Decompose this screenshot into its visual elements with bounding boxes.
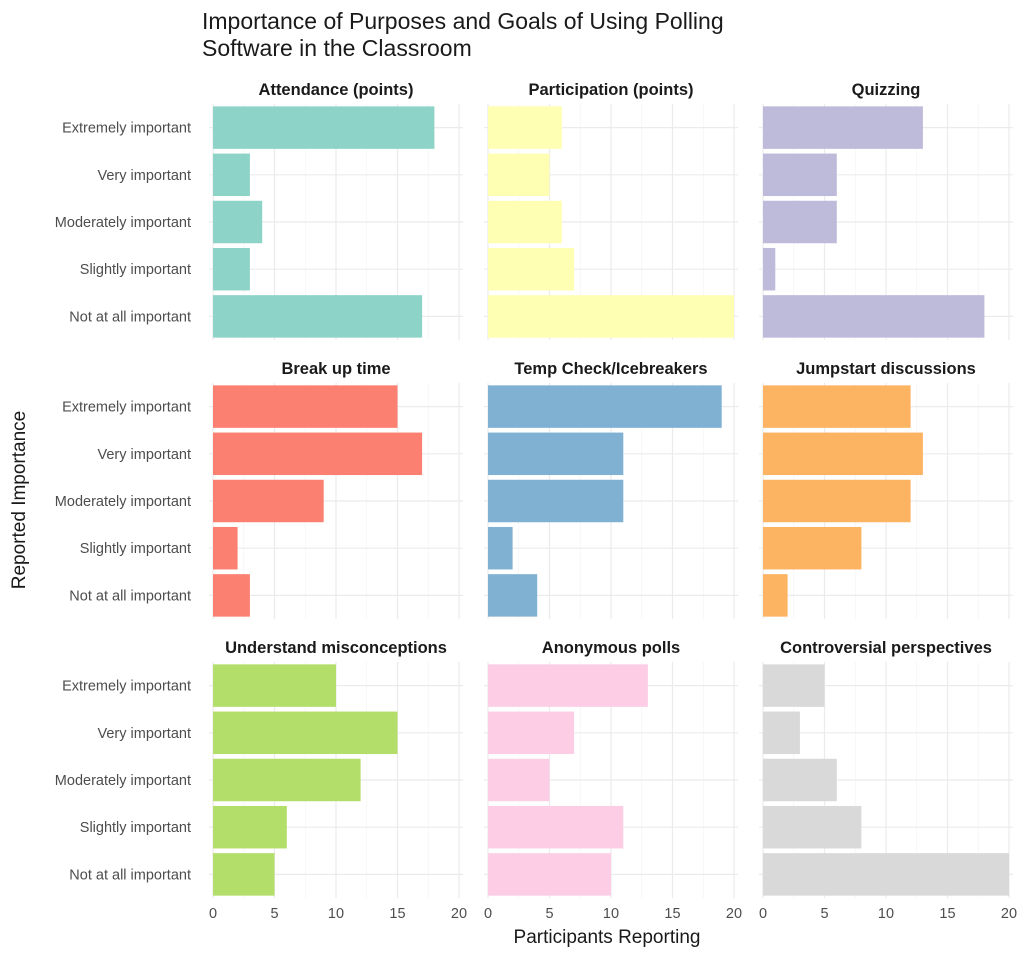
y-tick-label: Moderately important	[55, 494, 191, 510]
x-tick-label: 15	[389, 906, 405, 922]
chart-title-line-1: Importance of Purposes and Goals of Usin…	[202, 8, 724, 34]
y-tick-label: Very important	[98, 447, 192, 463]
bar-quizzing-not-at-all-important	[763, 295, 985, 338]
y-tick-label: Extremely important	[62, 121, 191, 137]
bar-understand-misconceptions-moderately-important	[213, 758, 361, 802]
chart-title-line-2: Software in the Classroom	[202, 35, 472, 61]
bar-quizzing-slightly-important	[763, 247, 776, 291]
y-tick-label: Moderately important	[55, 215, 191, 231]
x-tick-label: 10	[328, 906, 344, 922]
bar-participation-points-slightly-important	[488, 247, 575, 291]
x-tick-label: 20	[451, 906, 467, 922]
bar-understand-misconceptions-very-important	[213, 711, 398, 755]
bar-quizzing-moderately-important	[763, 200, 837, 244]
y-tick-label: Slightly important	[80, 541, 191, 557]
facet-title: Quizzing	[852, 81, 921, 99]
bar-attendance-points-extremely-important	[213, 106, 435, 149]
y-tick-label: Not at all important	[69, 867, 191, 883]
facet-title: Controversial perspectives	[780, 639, 992, 657]
bar-attendance-points-not-at-all-important	[213, 295, 423, 338]
facet-title: Attendance (points)	[259, 81, 414, 99]
bar-understand-misconceptions-not-at-all-important	[213, 853, 275, 896]
bar-participation-points-extremely-important	[488, 106, 562, 149]
x-tick-label: 5	[270, 906, 278, 922]
bar-controversial-perspectives-moderately-important	[763, 758, 837, 802]
y-tick-label: Slightly important	[80, 262, 191, 278]
bar-attendance-points-very-important	[213, 153, 250, 197]
chart-title: Importance of Purposes and Goals of Usin…	[202, 8, 902, 62]
bar-attendance-points-moderately-important	[213, 200, 263, 244]
bar-quizzing-extremely-important	[763, 106, 923, 149]
y-tick-label: Slightly important	[80, 820, 191, 836]
bar-jumpstart-discussions-moderately-important	[763, 479, 911, 523]
y-tick-label: Very important	[98, 726, 192, 742]
facet-anonymous-polls: Anonymous polls 0 5 10 15 20	[484, 639, 742, 922]
x-tick-label: 20	[726, 906, 742, 922]
x-axis-title: Participants Reporting	[514, 927, 701, 948]
y-tick-label: Extremely important	[62, 400, 191, 416]
bar-participation-points-moderately-important	[488, 200, 562, 244]
bar-break-up-time-not-at-all-important	[213, 574, 250, 617]
bar-anonymous-polls-moderately-important	[488, 758, 550, 802]
facet-title: Break up time	[281, 360, 390, 378]
bar-understand-misconceptions-extremely-important	[213, 664, 336, 707]
bar-break-up-time-moderately-important	[213, 479, 324, 523]
facet-participation-points: Participation (points)	[484, 81, 738, 340]
bar-anonymous-polls-not-at-all-important	[488, 853, 611, 896]
x-tick-label: 0	[759, 906, 767, 922]
facet-attendance-points: Attendance (points) Extremely important Ve…	[55, 81, 463, 340]
facet-understand-misconceptions: Understand misconceptions Extremely impor…	[55, 639, 467, 922]
bar-break-up-time-slightly-important	[213, 526, 238, 570]
y-tick-label: Very important	[98, 168, 192, 184]
x-tick-label: 15	[939, 906, 955, 922]
bar-break-up-time-very-important	[213, 432, 423, 476]
x-tick-label: 5	[820, 906, 828, 922]
bar-temp-check-icebreakers-slightly-important	[488, 526, 513, 570]
x-tick-label: 0	[209, 906, 217, 922]
x-tick-label: 15	[664, 906, 680, 922]
x-tick-label: 10	[603, 906, 619, 922]
bar-anonymous-polls-extremely-important	[488, 664, 648, 707]
bar-jumpstart-discussions-very-important	[763, 432, 923, 476]
bar-anonymous-polls-slightly-important	[488, 805, 624, 849]
facet-break-up-time: Break up time Extremely important Very imp…	[55, 360, 463, 619]
facet-title: Temp Check/Icebreakers	[514, 360, 707, 378]
facet-temp-check-icebreakers: Temp Check/Icebreakers	[484, 360, 738, 619]
x-tick-label: 5	[545, 906, 553, 922]
bar-anonymous-polls-very-important	[488, 711, 575, 755]
bar-controversial-perspectives-not-at-all-important	[763, 853, 1009, 896]
facet-title: Anonymous polls	[542, 639, 680, 657]
y-axis-title: Reported Importance	[9, 411, 30, 590]
facet-title: Understand misconceptions	[225, 639, 447, 657]
bar-participation-points-very-important	[488, 153, 550, 197]
facet-quizzing: Quizzing	[759, 81, 1013, 340]
y-tick-label: Not at all important	[69, 309, 191, 325]
bar-quizzing-very-important	[763, 153, 837, 197]
bar-understand-misconceptions-slightly-important	[213, 805, 287, 849]
bar-jumpstart-discussions-extremely-important	[763, 385, 911, 428]
y-tick-label: Not at all important	[69, 588, 191, 604]
facet-jumpstart-discussions: Jumpstart discussions	[759, 360, 1013, 619]
facet-controversial-perspectives: Controversial perspectives 0 5 10 15 20	[759, 639, 1017, 922]
bar-temp-check-icebreakers-not-at-all-important	[488, 574, 538, 617]
x-tick-label: 10	[878, 906, 894, 922]
bar-jumpstart-discussions-slightly-important	[763, 526, 862, 570]
bar-jumpstart-discussions-not-at-all-important	[763, 574, 788, 617]
bar-controversial-perspectives-extremely-important	[763, 664, 825, 707]
bar-temp-check-icebreakers-very-important	[488, 432, 624, 476]
x-tick-label: 20	[1001, 906, 1017, 922]
bar-temp-check-icebreakers-moderately-important	[488, 479, 624, 523]
bar-controversial-perspectives-slightly-important	[763, 805, 862, 849]
x-tick-label: 0	[484, 906, 492, 922]
facet-title: Participation (points)	[529, 81, 694, 99]
facet-title: Jumpstart discussions	[796, 360, 976, 378]
y-tick-label: Moderately important	[55, 773, 191, 789]
bar-participation-points-not-at-all-important	[488, 295, 734, 338]
y-tick-label: Extremely important	[62, 679, 191, 695]
bar-controversial-perspectives-very-important	[763, 711, 800, 755]
bar-break-up-time-extremely-important	[213, 385, 398, 428]
bar-attendance-points-slightly-important	[213, 247, 250, 291]
bar-temp-check-icebreakers-extremely-important	[488, 385, 722, 428]
